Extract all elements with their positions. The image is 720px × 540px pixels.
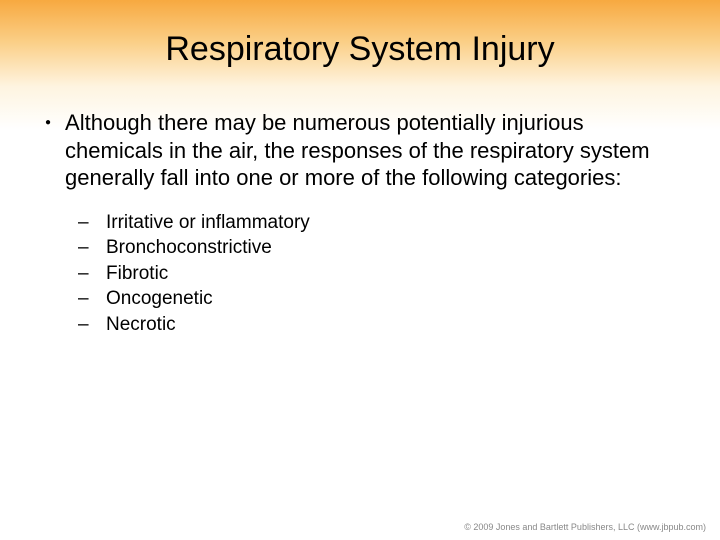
sub-bullet-text: Necrotic	[106, 312, 176, 338]
sub-bullet-text: Oncogenetic	[106, 286, 213, 312]
sub-bullet: – Bronchoconstrictive	[78, 235, 680, 261]
bullet-dot: ●	[45, 117, 51, 192]
copyright-footer: © 2009 Jones and Bartlett Publishers, LL…	[464, 522, 706, 532]
main-bullet: ● Although there may be numerous potenti…	[45, 109, 680, 192]
slide-title: Respiratory System Injury	[40, 30, 680, 69]
sub-bullet-text: Irritative or inflammatory	[106, 210, 310, 236]
main-bullet-text: Although there may be numerous potential…	[65, 109, 680, 192]
sub-bullet: – Necrotic	[78, 312, 680, 338]
sub-bullet-text: Fibrotic	[106, 261, 168, 287]
dash-icon: –	[78, 261, 106, 287]
sub-bullet: – Fibrotic	[78, 261, 680, 287]
sub-bullet-text: Bronchoconstrictive	[106, 235, 272, 261]
sub-bullet: – Irritative or inflammatory	[78, 210, 680, 236]
dash-icon: –	[78, 210, 106, 236]
dash-icon: –	[78, 312, 106, 338]
sub-bullet: – Oncogenetic	[78, 286, 680, 312]
slide-container: Respiratory System Injury ● Although the…	[0, 0, 720, 338]
slide-body: ● Although there may be numerous potenti…	[40, 109, 680, 338]
sub-bullet-list: – Irritative or inflammatory – Bronchoco…	[78, 210, 680, 338]
dash-icon: –	[78, 286, 106, 312]
dash-icon: –	[78, 235, 106, 261]
